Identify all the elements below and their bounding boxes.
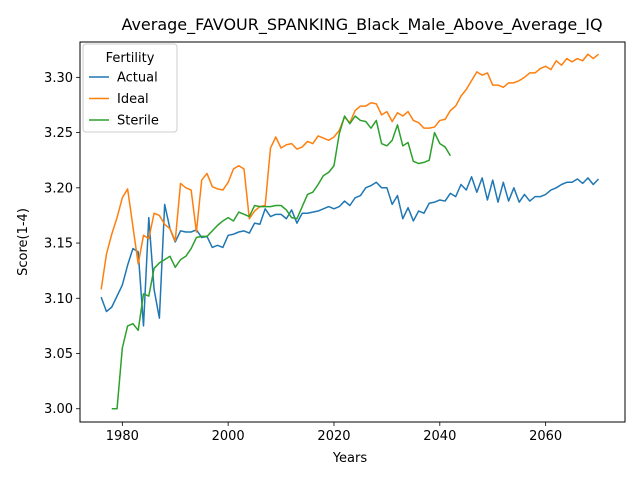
series-line-actual: [100, 176, 600, 327]
y-tick-label: 3.15: [44, 237, 73, 252]
legend-label-sterile: Sterile: [117, 114, 159, 129]
y-axis-label: Score(1-4): [16, 208, 31, 276]
y-axis: 3.00 3.05 3.10 3.15 3.20 3.25 3.30: [44, 71, 80, 417]
series-line-sterile: [111, 115, 452, 410]
legend-label-actual: Actual: [117, 71, 158, 86]
x-tick-label: 1980: [106, 429, 139, 444]
x-axis: 1980 2000 2020 2040 2060: [106, 422, 562, 444]
x-tick-label: 2020: [317, 429, 350, 444]
y-tick-label: 3.30: [44, 71, 73, 86]
y-tick-label: 3.25: [44, 126, 73, 141]
y-tick-label: 3.20: [44, 181, 73, 196]
legend-box: [82, 43, 178, 133]
x-tick-label: 2040: [423, 429, 456, 444]
x-tick-label: 2060: [529, 429, 562, 444]
y-tick-label: 3.00: [44, 402, 73, 417]
x-tick-label: 2000: [212, 429, 245, 444]
chart-title: Average_FAVOUR_SPANKING_Black_Male_Above…: [121, 15, 602, 35]
plot-frame: [79, 41, 626, 423]
series-layer: [100, 53, 600, 410]
y-tick-label: 3.10: [44, 292, 73, 307]
legend: Fertility Actual Ideal Sterile: [82, 43, 178, 133]
plot-area: 1980 2000 2020 2040 2060 3.00 3.05 3.10 3.15 3.2…: [44, 41, 626, 444]
legend-items: Actual Ideal Sterile: [89, 71, 159, 129]
legend-label-ideal: Ideal: [117, 92, 149, 107]
x-axis-label: Years: [332, 451, 368, 466]
legend-title: Fertility: [106, 51, 155, 66]
y-tick-label: 3.05: [44, 347, 73, 362]
